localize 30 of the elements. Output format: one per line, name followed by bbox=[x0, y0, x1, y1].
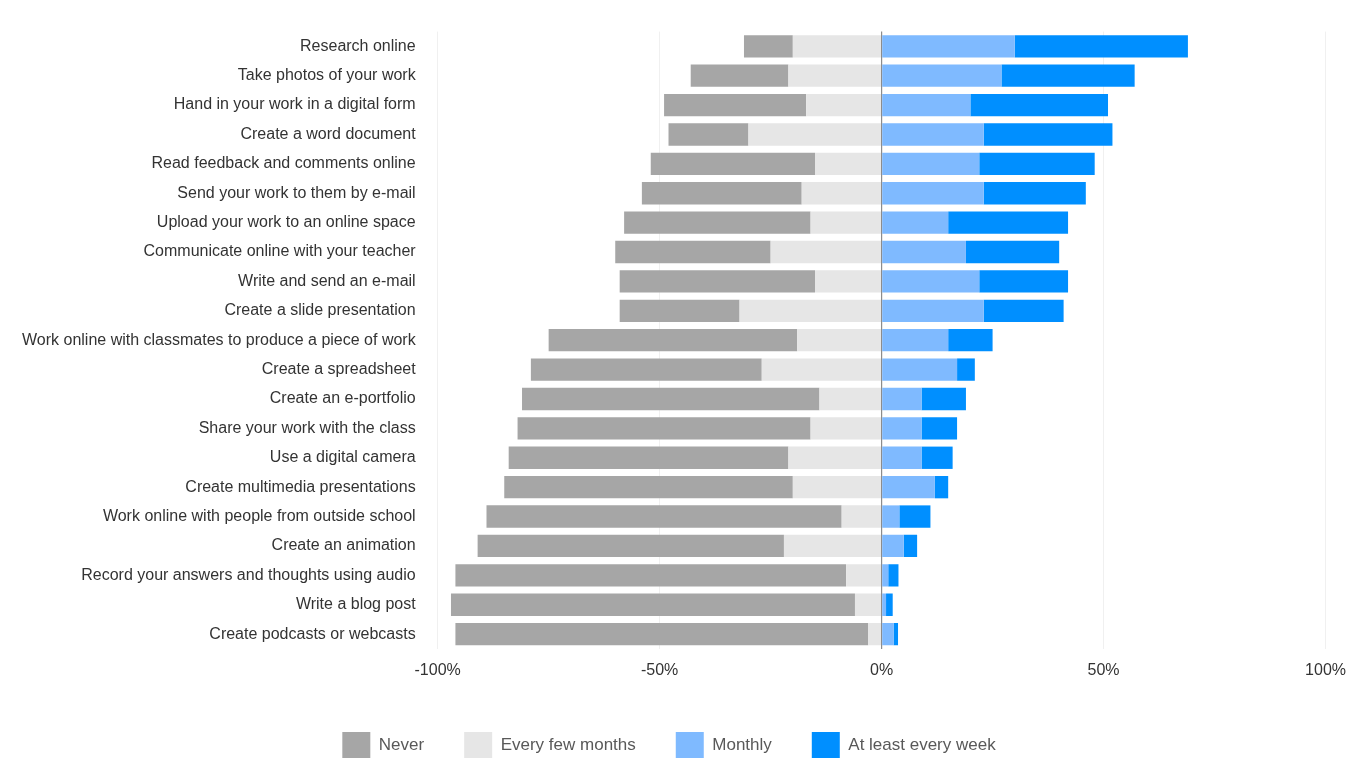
x-tick-label: -50% bbox=[640, 660, 679, 678]
y-tick-label: Create a spreadsheet bbox=[261, 360, 417, 377]
x-tick-label: 50% bbox=[1087, 660, 1120, 678]
y-tick-label: Take photos of your work bbox=[237, 66, 417, 84]
y-tick-label: Communicate online with your teacher bbox=[143, 242, 417, 260]
legend-label: Monthly bbox=[712, 734, 773, 754]
y-tick-label: Write a blog post bbox=[295, 595, 417, 613]
y-tick-label: Work online with people from outside school bbox=[102, 506, 416, 524]
y-tick-label: Create a word document bbox=[240, 124, 417, 142]
y-tick-label: Use a digital camera bbox=[269, 448, 416, 466]
y-tick-label: Upload your work to an online space bbox=[156, 213, 416, 231]
y-tick-label: Create podcasts or webcasts bbox=[209, 624, 416, 642]
y-tick-label: Create a slide presentation bbox=[224, 301, 416, 319]
y-tick-label: Record your answers and thoughts using audio bbox=[81, 565, 416, 583]
legend-label: At least every week bbox=[848, 734, 997, 754]
y-tick-label: Create multimedia presentations bbox=[185, 477, 416, 495]
legend-label: Never bbox=[378, 734, 425, 754]
y-tick-label: Work online with classmates to produce a piece of work bbox=[21, 330, 417, 348]
x-tick-label: 0% bbox=[870, 660, 894, 678]
y-tick-label: Create an animation bbox=[271, 536, 416, 554]
y-tick-label: Write and send an e-mail bbox=[238, 271, 416, 289]
y-tick-label: Hand in your work in a digital form bbox=[173, 95, 416, 113]
x-tick-label: 100% bbox=[1305, 660, 1346, 678]
y-tick-label: Read feedback and comments online bbox=[151, 154, 416, 172]
y-tick-label: Share your work with the class bbox=[198, 418, 416, 436]
y-tick-label: Send your work to them by e-mail bbox=[177, 183, 416, 201]
y-tick-label: Research online bbox=[300, 36, 416, 54]
legend-label: Every few months bbox=[500, 734, 636, 754]
y-tick-label: Create an e-portfolio bbox=[269, 389, 416, 407]
x-tick-label: -100% bbox=[414, 660, 461, 678]
